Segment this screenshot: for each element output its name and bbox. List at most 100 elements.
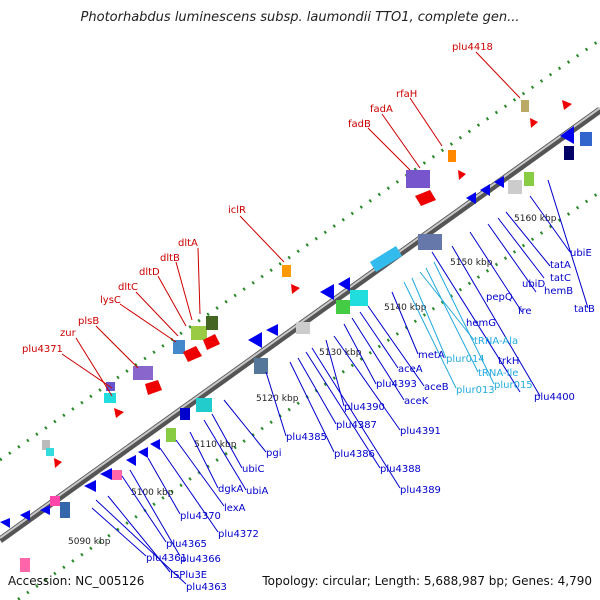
red-arrow-feature[interactable] [458, 170, 466, 180]
feature-block[interactable] [180, 408, 190, 420]
feature-block[interactable] [206, 316, 218, 330]
gene-label[interactable]: dltC [118, 282, 138, 293]
gene-label[interactable]: ubiD [522, 279, 545, 290]
gene-label[interactable]: dltD [139, 267, 160, 278]
gene-label[interactable]: ubiC [242, 464, 264, 475]
gene-label[interactable]: lexA [224, 503, 246, 514]
gene-label[interactable]: hemG [466, 318, 496, 329]
feature-block[interactable] [166, 428, 176, 442]
blue-arrow-feature[interactable] [320, 284, 334, 300]
blue-arrow-feature[interactable] [150, 439, 160, 450]
feature-block[interactable] [196, 398, 212, 412]
feature-block[interactable] [254, 358, 268, 374]
gene-label[interactable]: aceB [424, 382, 449, 393]
feature-block[interactable] [104, 393, 116, 403]
blue-arrow-feature[interactable] [84, 480, 96, 492]
gene-label[interactable]: iclR [228, 205, 246, 216]
gene-label[interactable]: plu4366 [180, 554, 221, 565]
feature-block[interactable] [50, 496, 60, 506]
gene-label[interactable]: plu4361 [146, 553, 187, 564]
gene-label[interactable]: plu4400 [534, 392, 575, 403]
gene-label[interactable]: ubiA [246, 486, 268, 497]
gene-label[interactable]: ubiE [570, 248, 592, 259]
red-arrow-feature[interactable] [114, 408, 124, 418]
gene-label[interactable]: plu4390 [344, 402, 385, 413]
gene-label[interactable]: plu4363 [186, 582, 227, 593]
gene-label[interactable]: dltB [160, 253, 180, 264]
feature-block[interactable] [350, 290, 368, 306]
blue-arrow-feature[interactable] [494, 176, 504, 188]
feature-block[interactable] [508, 180, 522, 194]
blue-arrow-feature[interactable] [126, 455, 136, 466]
blue-arrow-feature[interactable] [338, 277, 350, 291]
feature-block[interactable] [20, 558, 30, 572]
feature-block[interactable] [60, 502, 70, 518]
gene-label[interactable]: tatA [550, 260, 571, 271]
feature-block[interactable] [282, 265, 291, 277]
gene-label[interactable]: plu4386 [334, 449, 375, 460]
red-arrow-feature[interactable] [203, 334, 220, 350]
feature-block[interactable] [42, 440, 50, 450]
blue-arrow-feature[interactable] [138, 447, 148, 458]
gene-label[interactable]: aceK [404, 396, 429, 407]
feature-block[interactable] [448, 150, 456, 162]
red-arrow-feature[interactable] [145, 380, 162, 395]
feature-block[interactable] [564, 146, 574, 160]
gene-label[interactable]: plsB [78, 316, 99, 327]
gene-label[interactable]: hemB [544, 286, 573, 297]
rna-gene-label[interactable]: plur014 [446, 354, 485, 365]
blue-arrow-feature[interactable] [466, 192, 476, 204]
gene-label[interactable]: plu4365 [166, 539, 207, 550]
feature-block[interactable] [418, 234, 442, 250]
gene-label[interactable]: pepQ [486, 292, 513, 303]
red-arrow-feature[interactable] [415, 190, 436, 206]
gene-label[interactable]: plu4388 [380, 464, 421, 475]
gene-label[interactable]: pgi [266, 448, 281, 459]
gene-label[interactable]: dltA [178, 238, 198, 249]
gene-label[interactable]: fadB [348, 119, 371, 130]
red-arrow-feature[interactable] [291, 284, 300, 294]
feature-block[interactable] [46, 448, 54, 456]
gene-label[interactable]: rfaH [396, 89, 417, 100]
feature-block[interactable] [191, 326, 207, 340]
gene-label[interactable]: plu4371 [22, 344, 63, 355]
rna-gene-label[interactable]: tRNA-Ile [478, 368, 518, 379]
blue-arrow-feature[interactable] [20, 510, 30, 521]
gene-label[interactable]: fre [518, 306, 532, 317]
feature-block[interactable] [133, 366, 153, 380]
rna-gene-label[interactable]: tRNA-Ala [474, 336, 518, 347]
red-arrow-feature[interactable] [562, 100, 572, 110]
feature-block[interactable] [173, 340, 185, 354]
red-arrow-feature[interactable] [54, 458, 62, 468]
feature-block[interactable] [406, 170, 430, 188]
gene-label[interactable]: tatB [574, 304, 595, 315]
feature-block[interactable] [524, 172, 534, 186]
gene-label[interactable]: plu4389 [400, 485, 441, 496]
red-arrow-feature[interactable] [183, 346, 202, 362]
blue-arrow-feature[interactable] [480, 184, 490, 196]
blue-arrow-feature[interactable] [40, 505, 50, 515]
feature-block[interactable] [112, 470, 122, 480]
feature-block[interactable] [336, 300, 350, 314]
gene-label[interactable]: plu4387 [336, 420, 377, 431]
gene-label[interactable]: zur [60, 328, 77, 339]
blue-arrow-feature[interactable] [100, 468, 112, 480]
blue-arrow-feature[interactable] [0, 518, 10, 528]
red-arrow-feature[interactable] [530, 118, 538, 128]
blue-arrow-feature[interactable] [266, 324, 278, 336]
gene-label[interactable]: plu4385 [286, 432, 327, 443]
feature-block[interactable] [580, 132, 592, 146]
rna-gene-label[interactable]: plur013 [456, 385, 495, 396]
gene-label[interactable]: trkH [498, 356, 519, 367]
blue-arrow-feature[interactable] [560, 126, 574, 144]
gene-label[interactable]: fadA [370, 104, 393, 115]
gene-label[interactable]: plu4393 [376, 379, 417, 390]
rna-feature[interactable] [370, 246, 402, 272]
gene-label[interactable]: plu4370 [180, 511, 221, 522]
gene-label[interactable]: ISPlu3E [170, 570, 207, 581]
feature-block[interactable] [296, 322, 310, 334]
gene-label[interactable]: dgkA [218, 484, 243, 495]
rna-gene-label[interactable]: plur015 [494, 380, 533, 391]
gene-label[interactable]: metA [418, 350, 445, 361]
gene-label[interactable]: tatC [550, 273, 571, 284]
